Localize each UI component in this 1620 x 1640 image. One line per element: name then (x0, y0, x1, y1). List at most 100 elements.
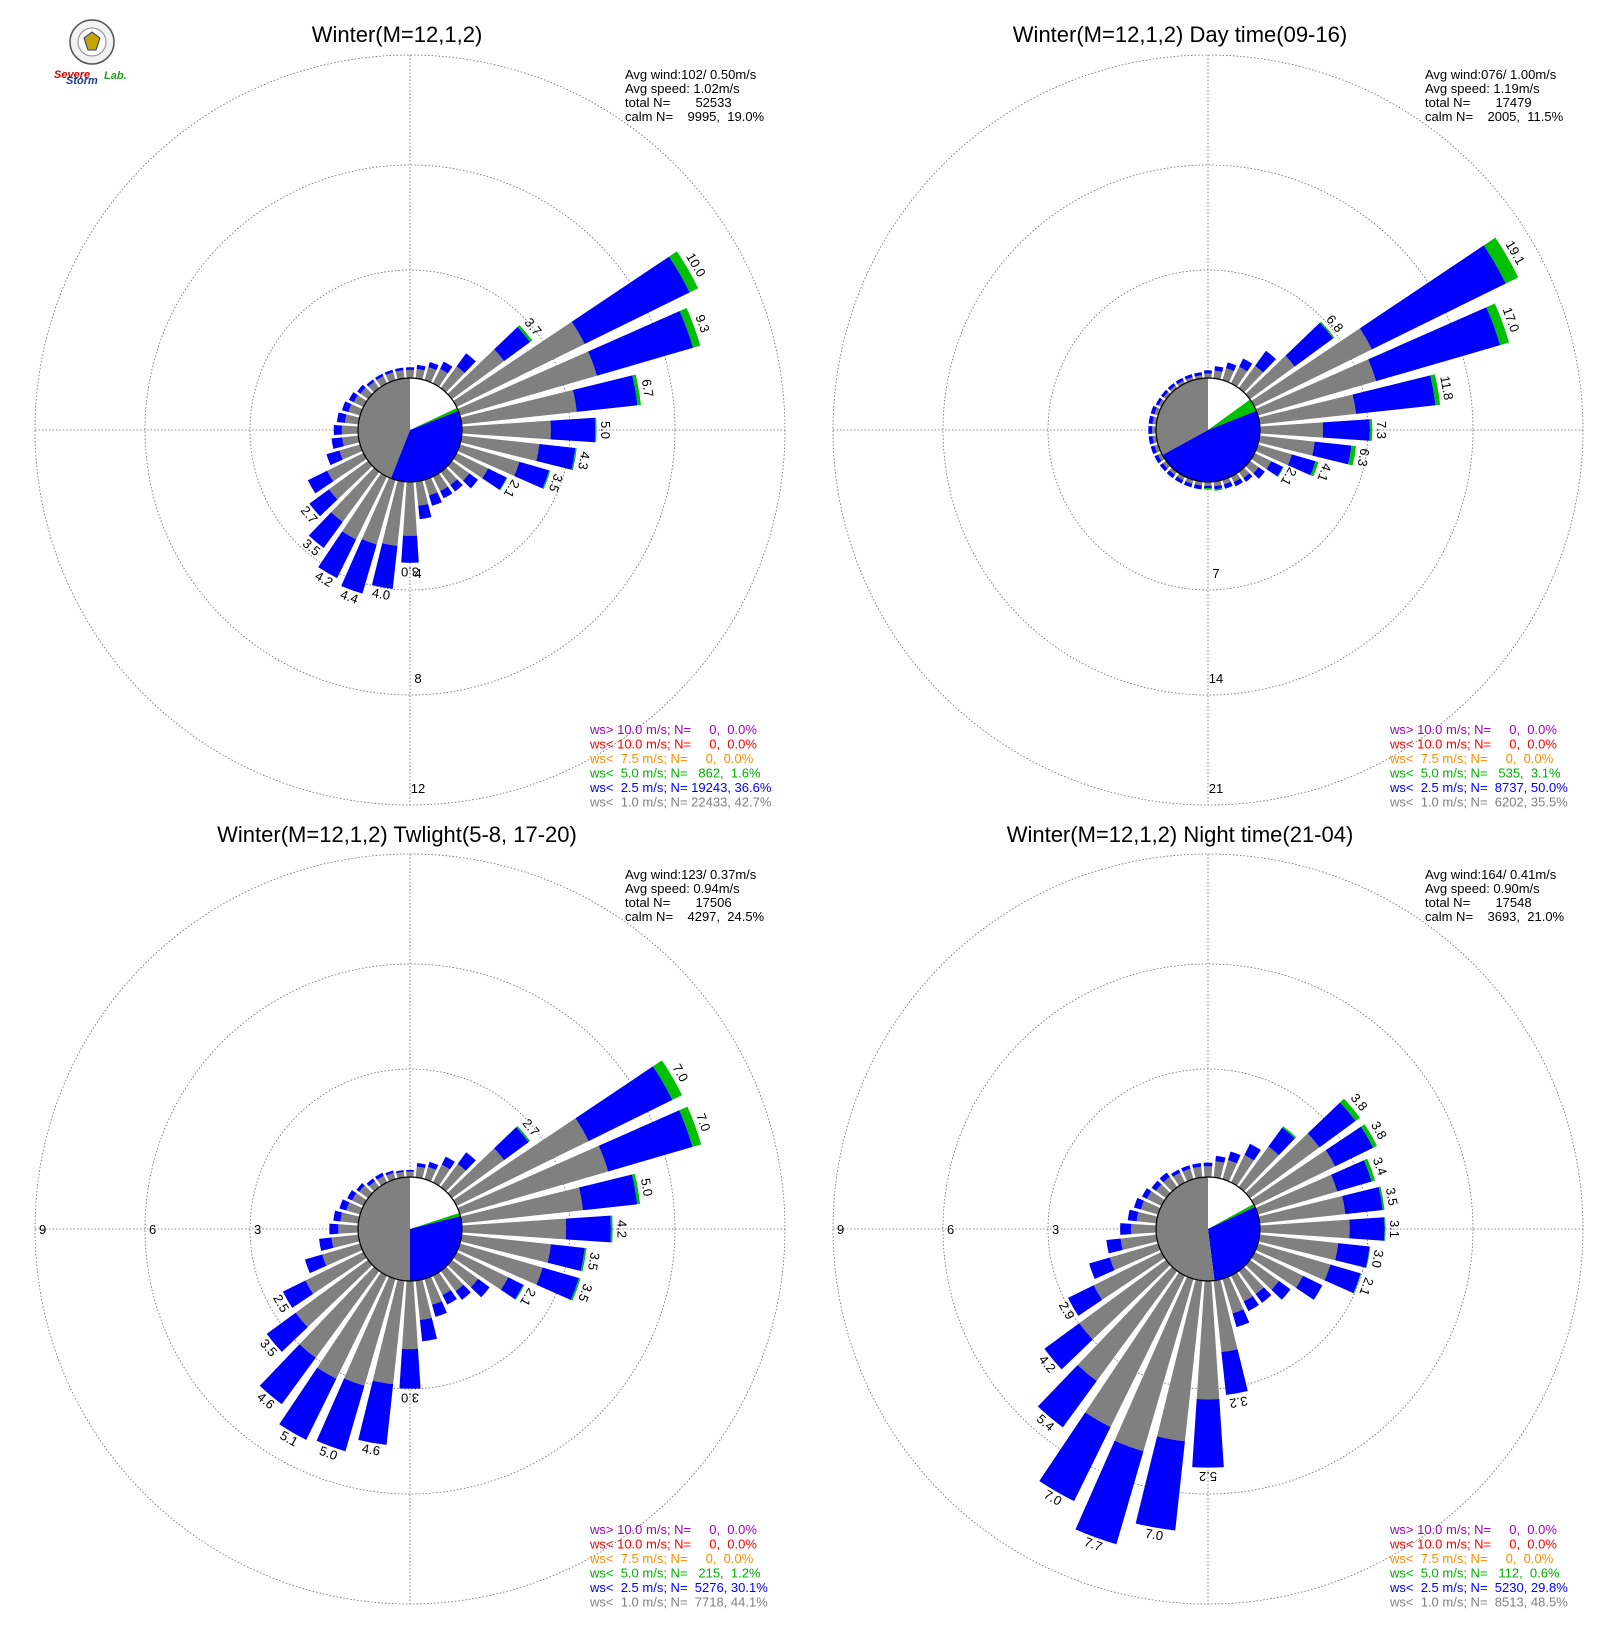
info-line: total N= 17479 (1425, 95, 1532, 110)
spoke-150 (432, 1272, 457, 1305)
legend-entry: ws< 1.0 m/s; N= 8513, 48.5% (1389, 1595, 1568, 1610)
spoke-segment-lt2_5 (455, 1284, 471, 1300)
spoke-segment-lt5 (632, 374, 641, 406)
spoke-segment-lt1 (1251, 1251, 1303, 1288)
spoke-segment-lt2_5 (318, 531, 357, 579)
spoke-250 (1089, 1243, 1161, 1279)
bar-value-label: 7.7 (1082, 1534, 1104, 1554)
ring-label: 8 (414, 671, 421, 686)
spoke-segment-lt2_5 (319, 1237, 334, 1251)
spoke-segment-lt2_5 (375, 373, 384, 381)
spoke-segment-lt5 (516, 1125, 531, 1143)
spoke-segment-lt1 (1152, 426, 1157, 434)
spoke-230 (1159, 460, 1171, 472)
spoke-segment-lt1 (353, 395, 367, 408)
spoke-segment-lt2_5 (1214, 366, 1224, 373)
spoke-280 (336, 412, 360, 425)
spoke-segment-lt1 (424, 367, 437, 383)
spoke-segment-lt2_5 (1204, 485, 1212, 489)
spoke-160 (1222, 477, 1233, 489)
spoke-segment-lt1 (460, 1234, 551, 1263)
spoke-segment-lt5 (1483, 237, 1519, 284)
spoke-segment-lt2_5 (418, 504, 432, 520)
ring-label: 6 (149, 1222, 156, 1237)
spoke-segment-lt2_5 (1253, 467, 1265, 479)
spoke-segment-lt2_5 (1075, 1440, 1144, 1545)
spoke-segment-lt5 (1310, 461, 1319, 477)
legend-entry: ws< 7.5 m/s; N= 0, 0.0% (1389, 1551, 1554, 1566)
spoke-200 (316, 1276, 396, 1452)
calm-sector-green (410, 1212, 461, 1229)
spoke-segment-lt1 (1222, 1276, 1244, 1314)
spoke-180 (399, 1280, 421, 1389)
calm-outline (357, 1176, 463, 1282)
spoke-segment-lt1 (1238, 1266, 1264, 1295)
spoke-segment-lt2_5 (1255, 1287, 1272, 1303)
logo-word-lab: Lab. (104, 70, 127, 82)
spoke-segment-lt2_5 (309, 489, 338, 517)
info-line: Avg wind:123/ 0.37m/s (625, 867, 757, 882)
spoke-segment-lt2_5 (333, 1210, 343, 1222)
spoke-segment-lt2_5 (1127, 1209, 1139, 1222)
legend-entry: ws< 2.5 m/s; N= 5276, 30.1% (589, 1580, 768, 1595)
info-line: calm N= 9995, 19.0% (625, 109, 765, 124)
spoke-segment-lt1 (424, 477, 438, 496)
wind-rose-panel-3: Winter(M=12,1,2) Twlight(5-8, 17-20)3692… (34, 822, 786, 1610)
spoke-segment-lt1 (432, 368, 448, 387)
spoke-segment-lt1 (457, 1243, 543, 1285)
spoke-segment-lt1 (395, 370, 405, 380)
spoke-segment-lt1 (1258, 1234, 1339, 1261)
legend-entry: ws< 1.0 m/s; N= 7718, 44.1% (589, 1595, 768, 1610)
bar-value-label: 3.0 (401, 564, 419, 579)
spoke-segment-lt2_5 (1239, 358, 1253, 372)
spoke-250 (1150, 444, 1161, 455)
spoke-140 (1238, 1266, 1272, 1303)
calm-outline (357, 377, 463, 483)
spoke-260 (1106, 1234, 1158, 1254)
spoke-220 (1166, 467, 1178, 479)
legend-entry: ws> 10.0 m/s; N= 0, 0.0% (589, 722, 757, 737)
spoke-segment-lt1 (402, 1280, 418, 1350)
spoke-segment-lt1 (1251, 328, 1372, 408)
spoke-0 (405, 367, 415, 379)
spoke-170 (415, 480, 432, 520)
spoke-segment-lt1 (1230, 1272, 1253, 1302)
spoke-segment-lt2_5 (384, 369, 394, 376)
spoke-50 (1245, 321, 1335, 400)
info-line: Avg speed: 1.19m/s (1425, 81, 1540, 96)
spoke-segment-lt1 (453, 321, 585, 408)
spoke-20 (424, 361, 439, 383)
spoke-segment-lt2_5 (1192, 1399, 1224, 1468)
spoke-segment-lt2_5 (1325, 1126, 1374, 1167)
bar-value-label: 7.0 (693, 1111, 713, 1133)
spoke-segment-lt2_5 (308, 512, 343, 548)
spoke-90 (461, 417, 597, 443)
spoke-340 (1181, 1165, 1194, 1182)
spoke-200 (1075, 1276, 1194, 1545)
calm-sector-green (410, 407, 459, 430)
info-line: total N= 52533 (625, 95, 732, 110)
spoke-segment-lt2_5 (550, 417, 596, 443)
spoke-segment-lt5 (1353, 1273, 1362, 1294)
legend-entry: ws> 10.0 m/s; N= 0, 0.0% (1389, 1522, 1557, 1537)
spoke-segment-lt2_5 (536, 444, 576, 470)
spoke-segment-lt2_5 (399, 1348, 421, 1389)
spoke-segment-lt2_5 (304, 1254, 327, 1274)
info-line: Avg wind:102/ 0.50m/s (625, 67, 757, 82)
spoke-320 (1167, 383, 1178, 393)
spoke-segment-lt2_5 (565, 1215, 611, 1243)
spoke-90 (1259, 1217, 1386, 1241)
spoke-segment-lt2_5 (1193, 484, 1202, 490)
spoke-10 (1213, 366, 1224, 380)
spoke-130 (1245, 460, 1265, 479)
spoke-segment-lt2_5 (1148, 436, 1154, 445)
chart-title: Winter(M=12,1,2) Day time(09-16) (1013, 22, 1347, 47)
spoke-60 (453, 251, 699, 408)
legend-entry: ws< 2.5 m/s; N= 8737, 50.0% (1389, 780, 1568, 795)
spoke-segment-lt5 (679, 1106, 702, 1147)
spoke-segment-lt1 (1196, 1280, 1220, 1400)
calm-sector-gray (1155, 378, 1208, 456)
spoke-230 (266, 1259, 373, 1352)
spoke-segment-lt2_5 (419, 1317, 437, 1342)
spoke-segment-lt2_5 (1184, 374, 1193, 380)
